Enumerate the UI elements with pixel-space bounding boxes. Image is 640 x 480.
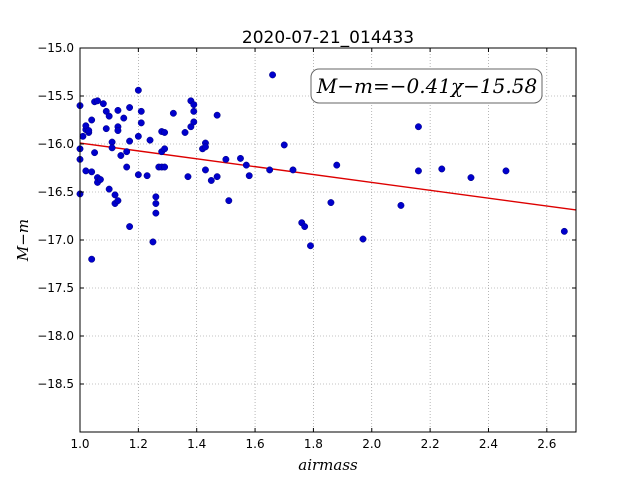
data-point xyxy=(94,97,101,105)
data-point xyxy=(82,167,90,175)
data-point xyxy=(134,86,142,94)
data-point xyxy=(242,161,250,169)
data-point xyxy=(137,119,145,127)
x-axis-label: airmass xyxy=(298,456,358,474)
y-tick-label: −15.0 xyxy=(37,41,74,55)
data-point xyxy=(213,173,221,181)
data-point xyxy=(190,118,198,126)
data-point xyxy=(146,136,154,144)
axis-ticks: 1.0 1.2 1.4 1.6 1.8 2.0 2.2 2.4 2.6 −15.0 −15.5 −16… xyxy=(37,41,576,451)
data-point xyxy=(280,141,288,149)
data-point xyxy=(134,132,142,140)
data-point xyxy=(438,165,446,173)
y-tick-label: −17.0 xyxy=(37,233,74,247)
y-tick-label: −18.0 xyxy=(37,329,74,343)
data-point xyxy=(202,143,209,151)
data-point xyxy=(269,71,277,79)
data-point xyxy=(467,174,475,182)
data-point xyxy=(184,173,192,181)
data-point xyxy=(126,137,134,145)
data-point xyxy=(149,238,157,246)
data-point xyxy=(120,114,128,122)
data-point xyxy=(143,172,151,180)
data-point xyxy=(161,163,169,171)
data-point xyxy=(225,197,233,205)
data-point xyxy=(266,166,274,174)
data-point xyxy=(161,129,169,136)
data-point xyxy=(213,111,221,119)
data-point xyxy=(207,177,215,184)
data-point xyxy=(414,123,422,131)
data-point xyxy=(79,132,87,140)
data-point xyxy=(190,101,198,109)
data-point xyxy=(126,104,134,111)
y-axis-label: M−m xyxy=(14,219,32,262)
annotation-box: M−m=−0.41χ−15.58 xyxy=(310,68,543,104)
fit-equation: M−m=−0.41χ−15.58 xyxy=(316,74,537,98)
data-point xyxy=(123,148,131,156)
x-tick-label: 1.4 xyxy=(187,437,206,451)
data-point xyxy=(307,242,314,250)
x-tick-label: 1.6 xyxy=(246,437,265,451)
data-point xyxy=(359,235,367,243)
data-point xyxy=(181,129,189,136)
data-point xyxy=(152,193,160,201)
y-tick-label: −18.5 xyxy=(37,377,74,391)
x-tick-label: 1.0 xyxy=(70,437,89,451)
data-point xyxy=(397,201,405,209)
data-point xyxy=(301,223,309,231)
chart-title: 2020-07-21_014433 xyxy=(242,28,414,48)
data-point xyxy=(114,197,122,205)
data-point xyxy=(108,138,116,146)
x-tick-label: 2.0 xyxy=(362,437,381,451)
x-tick-label: 2.6 xyxy=(537,437,556,451)
x-tick-label: 2.4 xyxy=(479,437,498,451)
data-point xyxy=(123,163,131,171)
data-point xyxy=(560,227,568,235)
data-point xyxy=(108,144,116,152)
data-point xyxy=(137,107,145,115)
data-point xyxy=(88,255,96,263)
data-point xyxy=(245,172,253,180)
data-point xyxy=(105,112,113,120)
data-point xyxy=(190,107,198,115)
data-point xyxy=(161,145,169,153)
x-tick-label: 1.8 xyxy=(304,437,323,451)
data-point xyxy=(152,200,160,207)
x-tick-label: 2.2 xyxy=(421,437,440,451)
data-point xyxy=(202,166,209,174)
data-point xyxy=(88,168,96,176)
data-point xyxy=(105,185,113,193)
data-point xyxy=(289,166,297,174)
data-point xyxy=(169,109,177,117)
data-point xyxy=(327,199,335,207)
data-point xyxy=(114,127,122,135)
y-tick-label: −17.5 xyxy=(37,281,74,295)
data-point xyxy=(126,223,134,231)
data-point xyxy=(91,149,99,157)
data-point xyxy=(333,161,341,169)
data-point xyxy=(102,125,110,133)
data-point xyxy=(134,171,142,179)
data-point xyxy=(502,167,510,175)
data-points xyxy=(76,71,568,263)
data-point xyxy=(152,209,160,217)
y-tick-label: −16.0 xyxy=(37,137,74,151)
data-point xyxy=(85,127,93,135)
y-tick-label: −16.5 xyxy=(37,185,74,199)
x-tick-label: 1.2 xyxy=(129,437,148,451)
data-point xyxy=(414,167,422,175)
data-point xyxy=(222,155,230,163)
data-point xyxy=(96,176,104,183)
data-point xyxy=(114,106,122,114)
data-point xyxy=(117,152,125,159)
data-point xyxy=(88,116,96,124)
data-point xyxy=(237,154,244,162)
data-point xyxy=(99,100,107,108)
data-point xyxy=(111,191,119,199)
y-tick-label: −15.5 xyxy=(37,89,74,103)
